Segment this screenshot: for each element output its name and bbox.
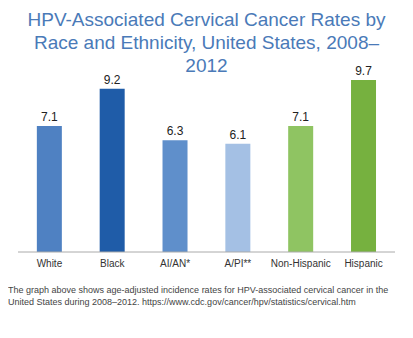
svg-text:9.2: 9.2: [104, 73, 121, 87]
svg-text:A/PI**: A/PI**: [225, 258, 252, 269]
svg-text:6.3: 6.3: [167, 124, 184, 138]
svg-text:Hispanic: Hispanic: [344, 258, 382, 269]
svg-text:7.1: 7.1: [292, 110, 309, 124]
svg-text:Black: Black: [100, 258, 125, 269]
svg-text:9.7: 9.7: [355, 64, 372, 78]
svg-text:6.1: 6.1: [230, 128, 247, 142]
svg-text:Non-Hispanic: Non-Hispanic: [271, 258, 331, 269]
svg-text:7.1: 7.1: [41, 110, 58, 124]
svg-text:White: White: [37, 258, 63, 269]
svg-text:AI/AN*: AI/AN*: [160, 258, 190, 269]
